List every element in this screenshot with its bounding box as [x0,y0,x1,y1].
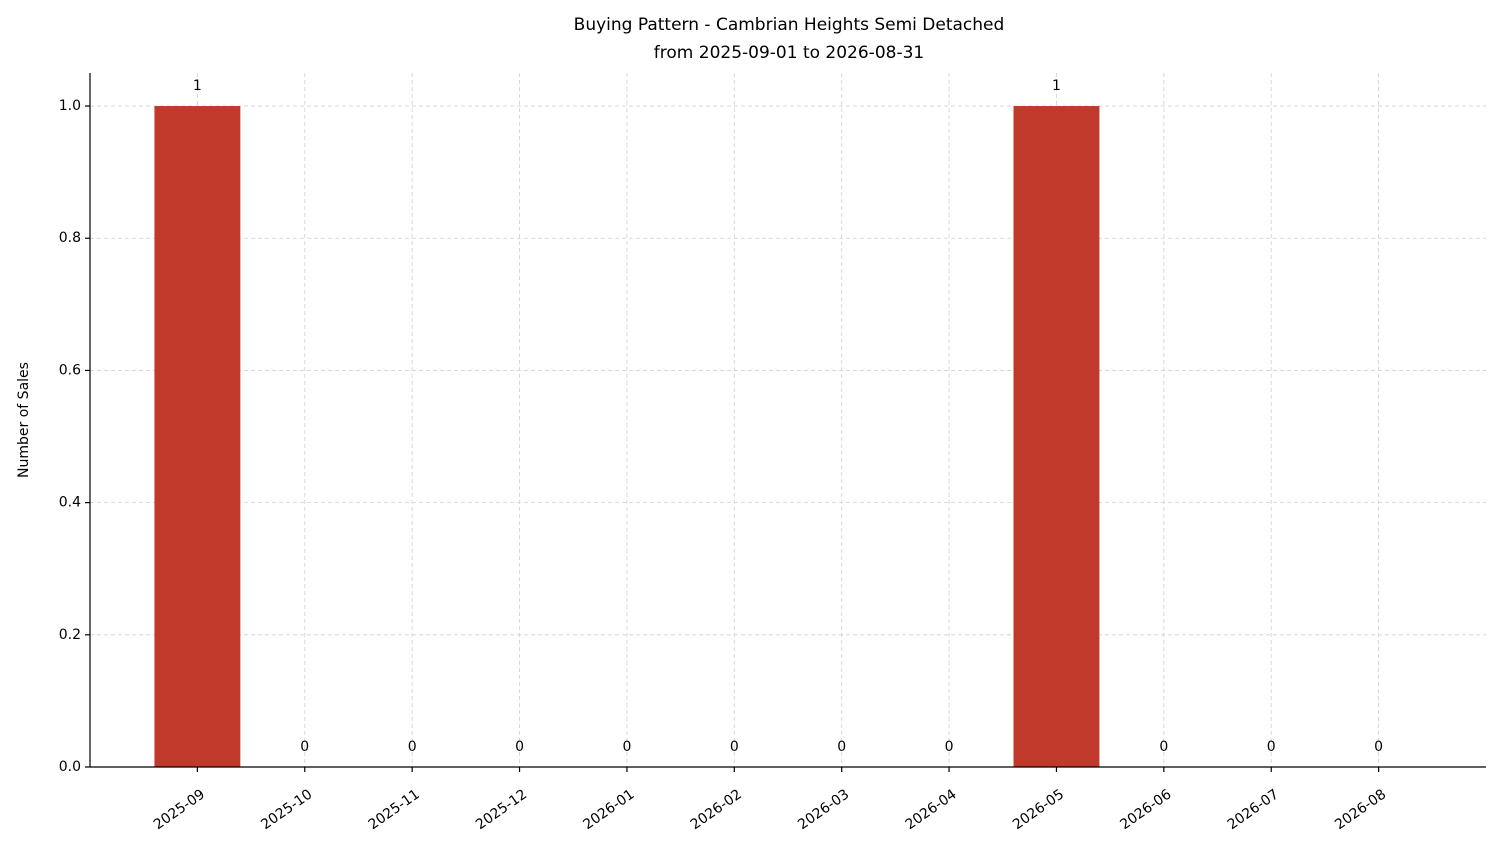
y-tick-label: 0.6 [59,362,81,378]
x-tick-label: 2026-06 [1117,786,1174,833]
y-tick-label: 0.2 [59,627,81,643]
x-tick-label: 2025-09 [151,786,208,833]
value-label: 0 [622,739,631,755]
x-tick-label: 2026-07 [1225,786,1282,833]
y-tick-label: 0.8 [59,230,81,246]
value-label: 1 [193,78,202,94]
value-label: 0 [515,739,524,755]
value-label: 1 [1052,78,1061,94]
y-tick-label: 0.4 [59,495,81,511]
value-label: 0 [1374,739,1383,755]
value-label: 0 [408,739,417,755]
x-tick-label: 2026-05 [1010,786,1067,833]
x-tick-label: 2026-08 [1332,786,1389,833]
x-tick-label: 2026-02 [688,786,745,833]
value-label: 0 [1267,739,1276,755]
x-tick-label: 2025-12 [473,786,530,833]
bar [154,106,241,768]
x-tick-label: 2026-03 [795,786,852,833]
chart-subtitle: from 2025-09-01 to 2026-08-31 [654,43,924,63]
value-label: 0 [300,739,309,755]
x-tick-label: 2025-10 [258,786,315,833]
value-label: 0 [1159,739,1168,755]
value-label: 0 [837,739,846,755]
y-tick-label: 1.0 [59,98,81,114]
y-axis-label: Number of Sales [16,362,32,478]
value-label: 0 [730,739,739,755]
value-label: 0 [945,739,954,755]
y-tick-label: 0.0 [59,759,81,775]
x-tick-label: 2026-04 [903,786,960,833]
x-tick-label: 2025-11 [366,786,423,833]
chart-title: Buying Pattern - Cambrian Heights Semi D… [574,15,1005,35]
bar [1013,106,1100,768]
x-tick-label: 2026-01 [580,786,637,833]
